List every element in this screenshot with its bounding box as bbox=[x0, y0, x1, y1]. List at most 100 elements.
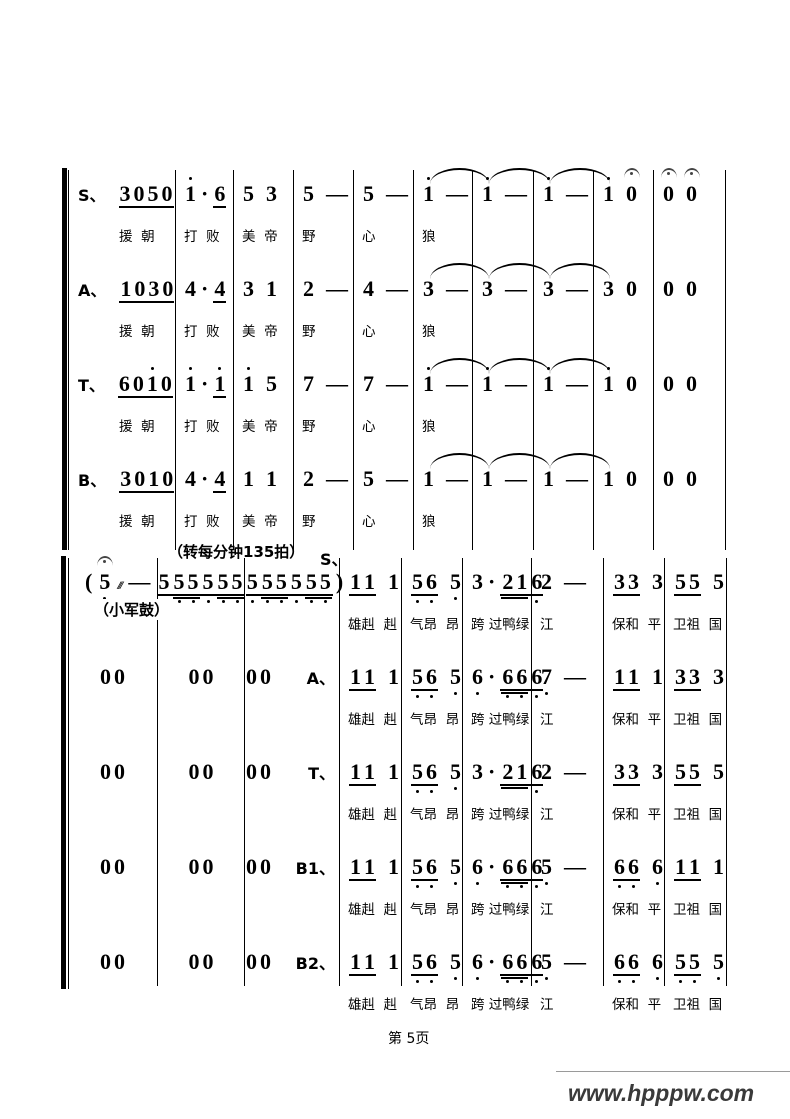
measure-cell: 4— bbox=[354, 265, 414, 313]
note: — bbox=[505, 276, 527, 301]
note: 2 bbox=[303, 466, 314, 491]
note: 7 bbox=[303, 371, 314, 396]
lyric-cell bbox=[473, 408, 534, 455]
note: 0 bbox=[686, 466, 697, 491]
note: 0 bbox=[202, 854, 214, 879]
beam-line bbox=[260, 597, 288, 599]
lyric-cell: 保和 平 bbox=[604, 606, 665, 653]
lyric-cell bbox=[654, 218, 726, 265]
note: 5 bbox=[147, 181, 159, 206]
beam-line bbox=[674, 594, 701, 596]
notes-row: A、 1 0 3 0 4 · 4 3 1 2—4—3—3—3—3 0 0 0 bbox=[69, 263, 726, 313]
note: 4 bbox=[214, 466, 226, 491]
note: 4 bbox=[185, 466, 196, 491]
beam-line bbox=[172, 597, 200, 599]
beam-line bbox=[157, 594, 245, 596]
note: 5 bbox=[363, 181, 374, 206]
note: 5 bbox=[450, 854, 461, 885]
note: 5 bbox=[290, 569, 302, 603]
note: · bbox=[488, 949, 496, 974]
lyric-cell: 卫祖 国 bbox=[665, 606, 727, 653]
lyric-cell bbox=[594, 218, 654, 265]
beam-line bbox=[501, 882, 529, 884]
lyric-cell bbox=[534, 218, 594, 265]
measure-cell: 3— bbox=[534, 265, 594, 313]
measure-cell: 6 · 6 6 6 bbox=[463, 938, 544, 986]
note: 1 bbox=[516, 569, 528, 594]
lyric-cell bbox=[245, 796, 340, 843]
note: 5 bbox=[305, 569, 317, 603]
note: 5 bbox=[541, 854, 552, 885]
note: 0 bbox=[134, 276, 146, 301]
note: 0 bbox=[246, 949, 257, 974]
measure-cell: 6 · 6 6 6 bbox=[463, 843, 544, 891]
lyrics-row: 雄赳 赳气昂 昂跨 过鸭绿江 保和 平卫祖 国 bbox=[68, 986, 727, 1033]
lyric-cell: 野 bbox=[294, 313, 354, 360]
note: 1 bbox=[423, 466, 434, 491]
note: 5 bbox=[713, 759, 724, 784]
note: 3 bbox=[148, 276, 160, 301]
note: — bbox=[505, 181, 527, 206]
note: 3 bbox=[482, 276, 493, 301]
note: — bbox=[326, 371, 348, 396]
measure-cell: 0 0 A、 bbox=[245, 653, 340, 701]
lyric-cell bbox=[594, 408, 654, 455]
note: 3 bbox=[614, 759, 625, 784]
note: 0 bbox=[246, 854, 257, 879]
beam-line bbox=[216, 597, 244, 599]
beam-group: 4 bbox=[213, 278, 227, 303]
note: 1 bbox=[482, 177, 493, 206]
lyric-cell: 江 bbox=[532, 891, 604, 938]
lyric-cell: 江 bbox=[540, 997, 554, 1013]
note: 6 bbox=[214, 181, 226, 206]
note: 5 bbox=[689, 759, 700, 784]
lyric-cell: 狼 bbox=[414, 218, 473, 265]
voice-label: B1、 bbox=[295, 859, 335, 878]
note: 0 bbox=[114, 854, 125, 879]
note: 0 bbox=[663, 371, 674, 396]
measure-cell: 7— bbox=[294, 360, 354, 408]
measure-cell: 1— bbox=[534, 360, 594, 408]
lyric-cell: 狼 bbox=[414, 408, 473, 455]
notes-row: 0 0 0 0 0 0 B2、 1 1 1 5 6 5 6 · 6 6 6 5—6 6 6 5 5 5 bbox=[68, 938, 727, 986]
note: 3 bbox=[713, 664, 724, 689]
note: — bbox=[446, 181, 468, 206]
note: — bbox=[446, 276, 468, 301]
note: 0 bbox=[188, 949, 200, 974]
note: 7 bbox=[541, 664, 552, 695]
lyric-cell: 江 bbox=[532, 796, 604, 843]
measure-cell: A、 1 0 3 0 bbox=[69, 265, 176, 313]
lyric-cell: 美 帝 bbox=[234, 218, 294, 265]
note: 0 bbox=[132, 371, 144, 396]
notes-row: (5///—5 5 5 5 5 5 5 5 5 5 5 5) 1 1 1 5 6 5 3 · 2 1 6 2—3 3 3 5 5 5 bbox=[68, 556, 727, 606]
note: — bbox=[564, 664, 586, 689]
measure-cell: S、 3 0 5 0 bbox=[69, 170, 176, 218]
measure-cell: 3 · 2 1 6 bbox=[463, 558, 544, 606]
lyric-cell: 跨 过鸭绿 bbox=[471, 997, 530, 1013]
measure-cell: 1— bbox=[473, 170, 534, 218]
tempo-marking: （转每分钟135拍） bbox=[168, 543, 305, 561]
note: 7 bbox=[363, 371, 374, 396]
lyric-cell: 美 帝 bbox=[234, 408, 294, 455]
note: — bbox=[564, 854, 586, 879]
measure-cell: 1— bbox=[473, 455, 534, 503]
lyric-cell: 援 朝 bbox=[69, 503, 176, 550]
note: 1 bbox=[516, 759, 528, 784]
lyric-cell bbox=[654, 313, 726, 360]
beam-line bbox=[500, 974, 544, 976]
